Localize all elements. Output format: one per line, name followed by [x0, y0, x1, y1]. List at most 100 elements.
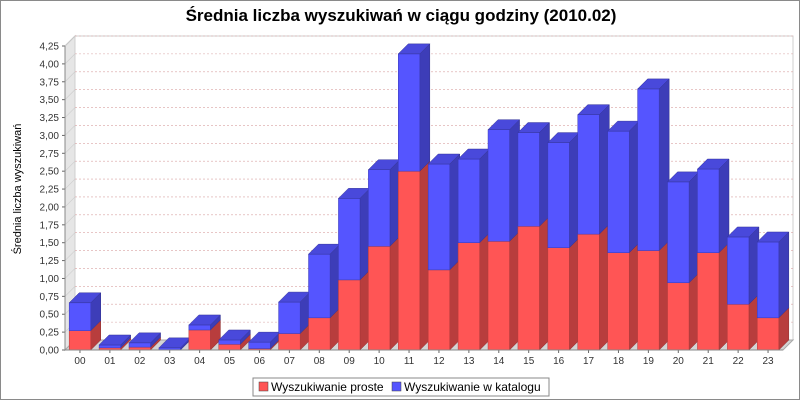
x-tick-label: 06: [254, 356, 266, 367]
bar-top: [756, 231, 790, 243]
bar-catalog: [457, 158, 480, 243]
legend-label-simple: Wyszukiwanie proste: [271, 380, 384, 394]
x-tick-label: 15: [523, 356, 535, 367]
x-tick-label: 01: [104, 356, 116, 367]
x-tick-label: 02: [134, 356, 146, 367]
y-axis: 0,00 0,25 0,50 0,75 1,00 1,25 1,50 1,75 2,00 2,25…: [40, 42, 66, 357]
x-axis: 00 01 02 03 04 05 06 07 08 09 10 11 12 13 14 15 16 17 18 19…: [65, 349, 783, 367]
bar-catalog: [487, 129, 510, 242]
bar-simple: [517, 226, 540, 351]
bar-top: [696, 158, 730, 170]
x-tick-label: 05: [224, 356, 236, 367]
y-tick-label: 1,50: [40, 238, 60, 249]
bar-catalog: [398, 53, 421, 172]
grid-line-side: [64, 143, 76, 154]
bar-catalog-side: [419, 43, 431, 172]
bar-simple: [577, 233, 600, 351]
bar-simple: [457, 242, 480, 351]
bar-catalog-side: [778, 231, 790, 319]
x-tick-label: 12: [433, 356, 445, 367]
y-tick-label: 0,50: [40, 310, 60, 321]
legend-label-catalog: Wyszukiwanie w katalogu: [404, 380, 541, 394]
x-tick-label: 09: [344, 356, 356, 367]
bar-catalog: [427, 163, 450, 271]
bar-catalog: [188, 324, 211, 331]
grid-line-side: [64, 35, 76, 47]
grid-line-side: [64, 71, 76, 82]
bar-catalog: [517, 132, 540, 227]
bar-simple: [547, 247, 570, 351]
bar-catalog: [128, 342, 151, 348]
y-tick-label: 0,25: [40, 328, 60, 339]
y-tick-label: 1,75: [40, 220, 60, 231]
grid-line-side: [64, 268, 76, 279]
grid-line-side: [64, 53, 76, 65]
bar-top: [188, 314, 221, 326]
bars: [68, 43, 790, 351]
bar-simple: [398, 170, 421, 351]
x-tick-label: 03: [164, 356, 176, 367]
x-tick-label: 18: [613, 356, 625, 367]
bar-simple: [427, 269, 450, 351]
bar-catalog: [308, 253, 331, 319]
bar-simple: [278, 333, 301, 351]
bar-catalog: [667, 181, 690, 284]
y-tick-label: 3,75: [40, 77, 60, 88]
x-tick-label: 08: [314, 356, 326, 367]
y-tick-label: 1,25: [40, 256, 60, 267]
y-tick-label: 3,00: [40, 131, 60, 142]
bar-catalog: [547, 142, 570, 248]
bar-top: [726, 226, 760, 238]
bar-catalog: [218, 339, 241, 345]
bar-simple: [607, 252, 630, 351]
bar-catalog: [727, 236, 750, 305]
y-tick-label: 2,75: [40, 149, 60, 160]
bar-catalog: [637, 88, 660, 251]
grid-line-side: [64, 232, 76, 243]
x-tick-label: 11: [404, 356, 415, 367]
y-tick-label: 0,75: [40, 292, 60, 303]
bar-simple: [697, 252, 720, 351]
bar-simple: [218, 344, 241, 351]
y-tick-label: 2,00: [40, 202, 60, 213]
x-tick-label: 04: [194, 356, 206, 367]
bar-top: [128, 332, 162, 344]
bar-simple: [637, 250, 660, 351]
x-tick-label: 19: [643, 356, 655, 367]
legend-swatch-catalog: [391, 381, 402, 392]
grid-line-side: [64, 196, 76, 208]
bar-catalog: [248, 341, 271, 349]
x-tick-label: 16: [553, 356, 565, 367]
legend: Wyszukiwanie proste Wyszukiwanie w katal…: [252, 377, 550, 397]
bar-catalog: [278, 301, 301, 334]
bar-simple: [308, 317, 331, 351]
bar-simple: [68, 330, 91, 351]
bar-simple: [368, 246, 391, 351]
y-axis-label: Średnia liczba wyszukiwań: [11, 124, 24, 255]
grid-line-side: [64, 107, 76, 118]
bar-simple: [487, 241, 510, 351]
x-tick-label: 10: [374, 356, 386, 367]
x-tick-label: 13: [463, 356, 475, 367]
grid-line-side: [64, 250, 76, 261]
bar-simple: [667, 282, 690, 351]
y-tick-label: 3,25: [40, 113, 60, 124]
bar-catalog: [368, 169, 391, 247]
bar-top: [577, 104, 610, 115]
bar-catalog: [68, 302, 91, 331]
x-tick-label: 22: [733, 356, 745, 367]
x-tick-label: 21: [703, 356, 715, 367]
y-tick-label: 2,50: [40, 167, 60, 178]
grid-line-side: [64, 286, 76, 297]
bar-simple: [338, 279, 361, 351]
x-tick-label: 23: [762, 356, 774, 367]
grid-line-side: [64, 178, 76, 190]
y-tick-label: 4,00: [40, 59, 60, 70]
y-tick-label: 0,00: [40, 346, 60, 357]
bar-catalog: [98, 344, 121, 349]
grid-line-side: [64, 125, 76, 136]
x-tick-label: 00: [74, 356, 86, 367]
y-tick-label: 4,25: [40, 42, 60, 53]
